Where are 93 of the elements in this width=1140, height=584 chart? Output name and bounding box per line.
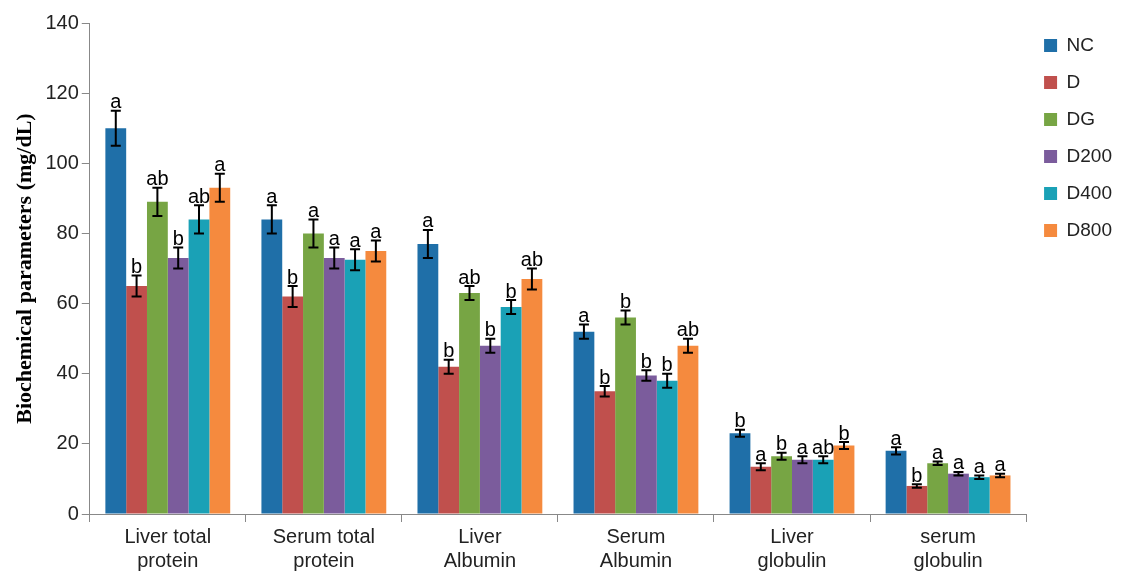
bar bbox=[417, 243, 439, 514]
data-label: a bbox=[370, 219, 383, 242]
data-label: a bbox=[110, 90, 123, 113]
bar bbox=[615, 317, 636, 514]
bar bbox=[459, 293, 480, 514]
data-label: b bbox=[505, 279, 517, 302]
data-label: a bbox=[890, 426, 903, 449]
bar bbox=[167, 257, 189, 514]
data-label: ab bbox=[812, 435, 835, 458]
data-label: a bbox=[422, 209, 435, 232]
y-tick-label: 0 bbox=[67, 501, 79, 524]
legend-label: DG bbox=[1066, 107, 1096, 129]
bar bbox=[885, 450, 907, 514]
bar bbox=[927, 463, 949, 514]
data-label: a bbox=[994, 453, 1007, 476]
data-label: ab bbox=[520, 248, 544, 271]
data-label: b bbox=[619, 290, 632, 313]
bar bbox=[105, 128, 127, 514]
bar bbox=[500, 307, 522, 514]
y-tick-label: 140 bbox=[45, 10, 79, 33]
legend-label: D bbox=[1066, 70, 1081, 92]
data-label: b bbox=[776, 432, 788, 455]
data-label: b bbox=[287, 265, 299, 288]
data-label: b bbox=[911, 463, 923, 486]
data-label: a bbox=[307, 198, 320, 221]
y-tick-label: 100 bbox=[45, 150, 79, 173]
bar bbox=[948, 473, 969, 514]
y-tick-label: 20 bbox=[56, 431, 79, 454]
bar bbox=[209, 187, 231, 514]
data-label: b bbox=[838, 421, 850, 444]
data-label: b bbox=[131, 255, 143, 278]
bar bbox=[282, 296, 304, 514]
legend-label: D400 bbox=[1066, 181, 1112, 203]
data-label: b bbox=[661, 353, 673, 376]
data-label: b bbox=[443, 339, 455, 362]
y-tick-label: 40 bbox=[56, 361, 79, 384]
data-label: b bbox=[734, 409, 746, 432]
bar bbox=[594, 391, 616, 514]
y-axis-title: Biochemical parameters (mg/dL) bbox=[10, 113, 36, 424]
bar bbox=[771, 456, 792, 514]
bar bbox=[479, 345, 501, 514]
legend-label: NC bbox=[1066, 33, 1095, 55]
x-tick-label: Liver globulin bbox=[757, 524, 827, 571]
data-label: a bbox=[214, 153, 227, 176]
bar bbox=[812, 459, 834, 514]
bar bbox=[833, 445, 855, 514]
data-label: a bbox=[973, 454, 986, 477]
x-tick-label: Serum total protein bbox=[272, 524, 375, 571]
data-label: a bbox=[328, 226, 341, 249]
data-label: a bbox=[755, 442, 768, 465]
data-label: ab bbox=[146, 167, 169, 190]
bar bbox=[656, 380, 678, 514]
bar bbox=[303, 233, 324, 514]
data-label: a bbox=[952, 451, 965, 474]
bar bbox=[677, 345, 699, 514]
data-label: ab bbox=[676, 318, 700, 341]
data-label: b bbox=[484, 318, 496, 341]
y-tick-label: 80 bbox=[56, 220, 79, 243]
x-tick-label: Serum Albumin bbox=[599, 524, 673, 571]
data-label: a bbox=[578, 304, 591, 327]
bar bbox=[729, 433, 751, 514]
x-tick-label: serum globulin bbox=[913, 524, 983, 571]
bar bbox=[438, 366, 460, 514]
bar bbox=[261, 219, 283, 514]
data-label: a bbox=[266, 184, 279, 207]
data-label: a bbox=[932, 440, 945, 463]
data-label: ab bbox=[458, 265, 481, 288]
bar bbox=[968, 477, 990, 514]
bar bbox=[323, 257, 345, 514]
y-tick-label: 60 bbox=[56, 291, 79, 314]
x-tick-label: Liver Albumin bbox=[443, 524, 517, 571]
bar bbox=[635, 375, 657, 514]
bar bbox=[792, 459, 813, 514]
bar bbox=[344, 259, 366, 514]
data-label: a bbox=[349, 228, 362, 251]
bar bbox=[146, 201, 168, 514]
x-tick-label: Liver total protein bbox=[124, 524, 212, 571]
bar bbox=[573, 331, 595, 514]
bar bbox=[365, 250, 387, 514]
bar bbox=[188, 219, 210, 514]
data-label: b bbox=[640, 349, 652, 372]
bar bbox=[521, 279, 543, 514]
legend-label: D200 bbox=[1066, 144, 1112, 166]
data-label: b bbox=[599, 365, 611, 388]
bar bbox=[126, 286, 147, 514]
bar bbox=[906, 485, 928, 514]
data-label: b bbox=[172, 226, 184, 249]
data-label: ab bbox=[187, 184, 211, 207]
y-tick-label: 120 bbox=[45, 80, 79, 103]
data-label: a bbox=[796, 435, 809, 458]
bar bbox=[750, 466, 772, 514]
legend-label: D800 bbox=[1066, 218, 1112, 240]
bar bbox=[989, 475, 1011, 514]
